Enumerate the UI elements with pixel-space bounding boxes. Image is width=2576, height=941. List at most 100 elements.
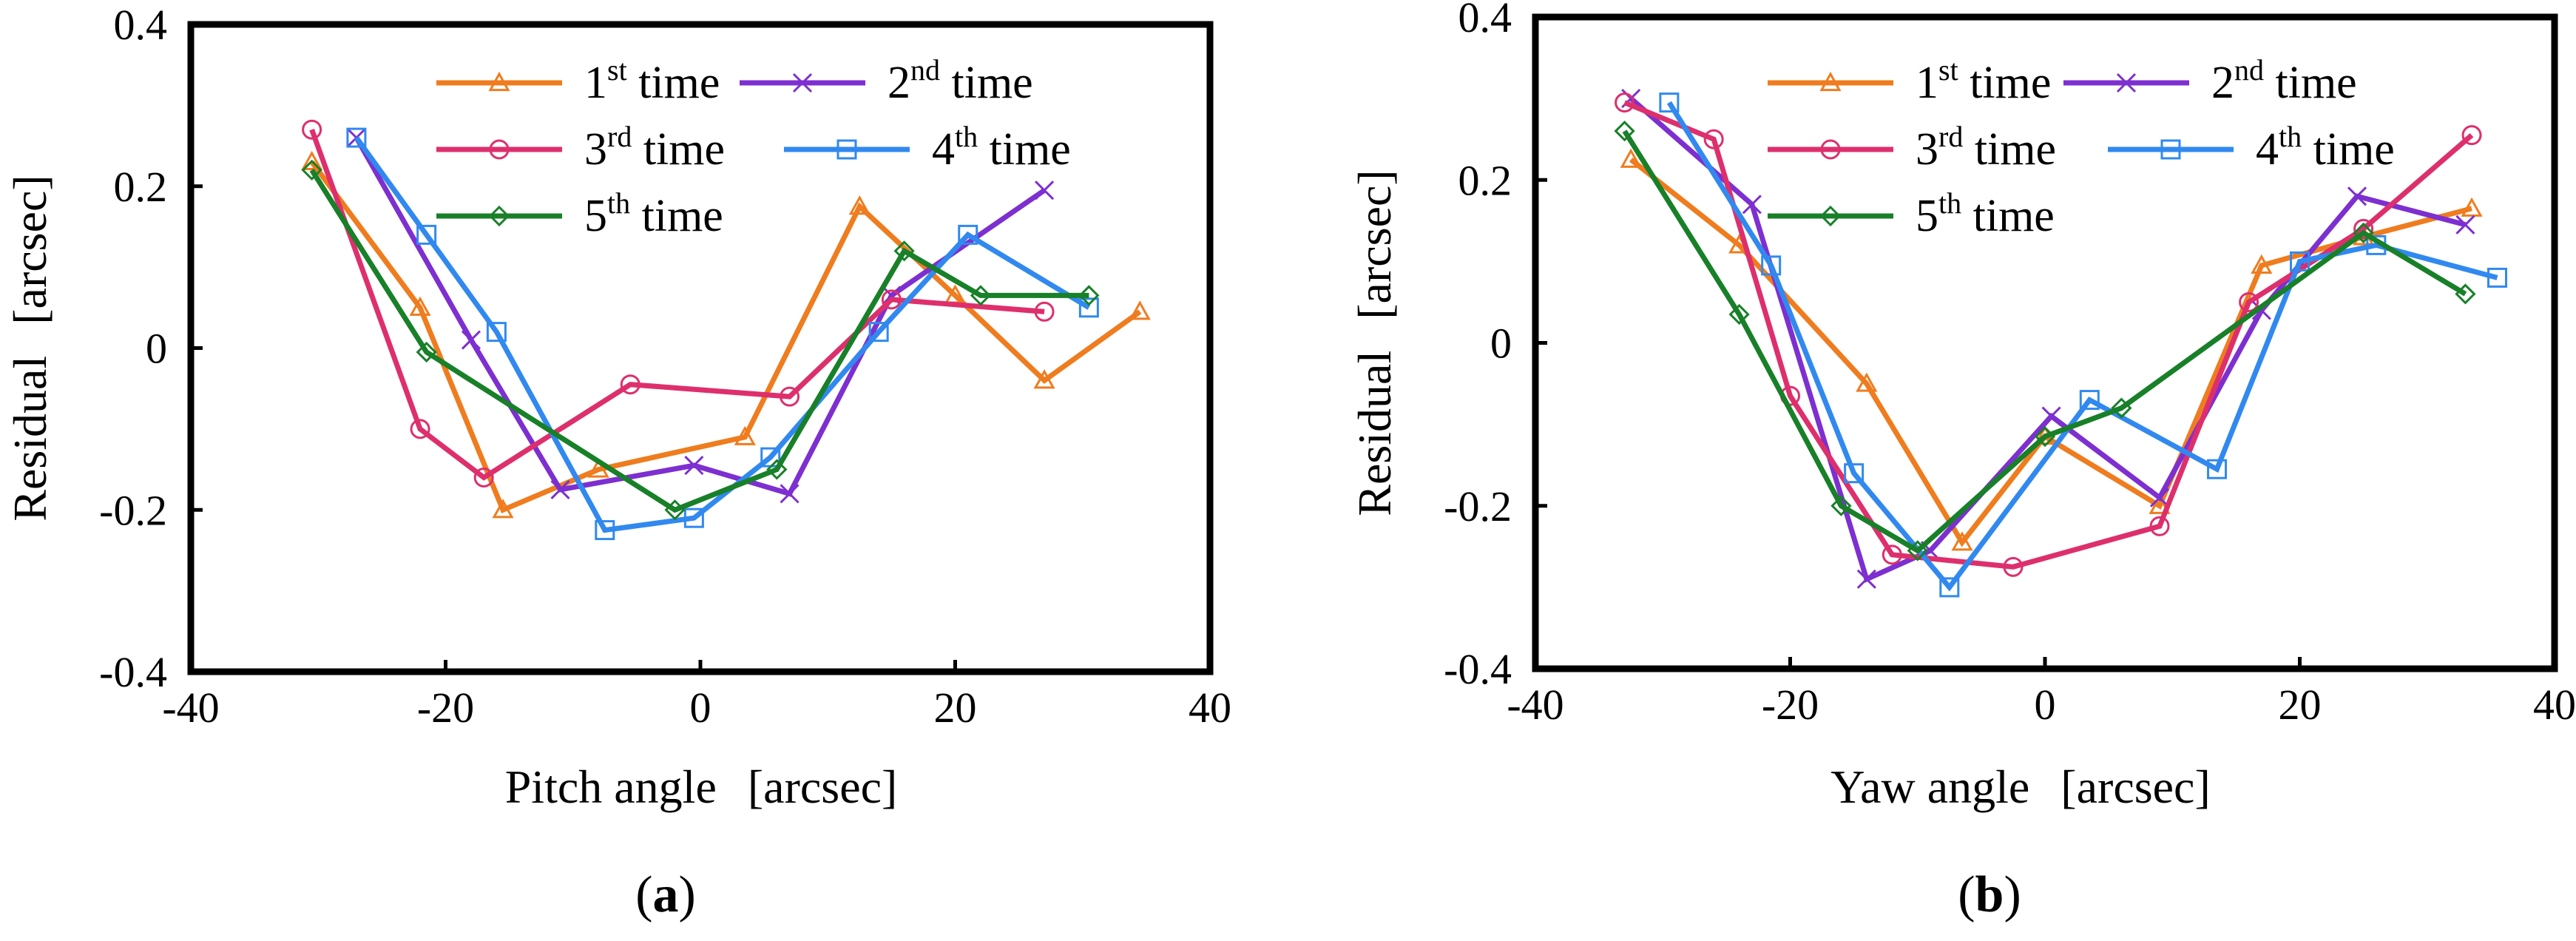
legend-entry-5: 5th time	[1768, 186, 2055, 241]
y-tick-label: -0.4	[99, 648, 167, 696]
legend-label: 4th time	[932, 120, 1071, 175]
data-point-s1-3	[1856, 372, 1878, 392]
legend-label: 5th time	[1916, 186, 2055, 241]
legend-swatch-marker	[488, 205, 510, 227]
data-point-s4-1	[346, 127, 367, 148]
x-tick-label: 20	[934, 684, 977, 732]
data-point-s2-3	[550, 479, 570, 499]
data-point-s2-7	[1035, 181, 1055, 200]
x-tick-label: 20	[2279, 681, 2322, 729]
data-point-s5-6	[2111, 397, 2132, 419]
data-point-s4-7	[2290, 251, 2310, 271]
data-point-s4-9	[2487, 267, 2507, 288]
data-point-s1-7	[2251, 254, 2273, 274]
legend-label-ordinal: 4	[2256, 124, 2279, 175]
data-point-s3-2	[1703, 129, 1724, 149]
y-tick-label: 0.4	[114, 1, 168, 49]
legend-entry-1: 1st time	[1768, 53, 2051, 108]
panel-label-close: )	[679, 866, 696, 923]
data-point-s1-6	[848, 195, 871, 215]
x-tick-label: 40	[2533, 681, 2576, 729]
x-tick-label: 0	[2035, 681, 2056, 729]
y-axis-label-unit: [arcsec]	[1348, 169, 1401, 319]
y-axis-label: Residual [arcsec]	[1348, 169, 1401, 516]
legend-label: 4th time	[2256, 120, 2395, 175]
legend-entry-3: 3rd time	[1768, 120, 2056, 175]
data-point-s3-1	[302, 119, 322, 140]
legend-label-superscript: nd	[910, 53, 940, 87]
data-point-s2-9	[2455, 215, 2475, 235]
data-point-s1-1	[301, 150, 323, 171]
series-line-1	[309, 160, 1142, 513]
data-point-s3-2	[410, 419, 430, 439]
legend-label-rest: time	[2264, 58, 2357, 108]
x-tick-label: -20	[417, 684, 474, 732]
legend-label-superscript: th	[2279, 120, 2302, 153]
legend-label-superscript: nd	[2234, 53, 2264, 87]
legend-swatch-marker	[1819, 205, 1842, 227]
legend-label-superscript: th	[607, 186, 630, 220]
data-point-s1-1	[1620, 148, 1642, 168]
legend-label-rest: time	[632, 124, 725, 175]
legend-label: 2nd time	[2211, 53, 2357, 108]
series-line-3	[309, 129, 1045, 481]
series-line-3	[1623, 100, 2474, 570]
data-point-s5-5	[2034, 426, 2056, 448]
legend-swatch-marker	[1819, 71, 1842, 92]
legend-label: 3rd time	[1916, 120, 2056, 175]
x-tick-label: -20	[1762, 681, 1819, 729]
legend-label-ordinal: 3	[1916, 124, 1938, 175]
x-axis-label-unit: [arcsec]	[748, 760, 897, 813]
data-point-s1-6	[2149, 494, 2171, 514]
legend-entry-3: 3rd time	[436, 120, 725, 175]
x-axis-label-name: Yaw angle	[1830, 760, 2029, 813]
legend-swatch-marker	[488, 71, 510, 92]
data-point-s3-7	[1034, 301, 1055, 322]
data-point-s5-4	[766, 459, 788, 480]
chart-panel-a: -40 -20 0 20 40 -0.4 -0.2 0 0.2 0.4 Pitch angle [ar…	[4, 1, 1231, 923]
legend-label-ordinal: 2	[2211, 58, 2234, 108]
data-point-s2-3	[1856, 569, 1876, 589]
data-point-s3-7	[2239, 291, 2259, 312]
legend-label-superscript: rd	[1938, 120, 1963, 153]
panel-label: (a)	[635, 866, 696, 923]
data-point-s5-5	[893, 240, 915, 262]
data-point-s5-1	[1614, 121, 1635, 142]
data-point-s5-6	[970, 285, 992, 306]
data-point-s5-2	[416, 341, 437, 363]
y-axis-label: Residual [arcsec]	[4, 175, 56, 521]
legend-label-ordinal: 5	[1916, 191, 1938, 241]
y-tick-label: 0.2	[1458, 156, 1512, 204]
legend-entry-1: 1st time	[436, 53, 720, 108]
data-point-s5-2	[1728, 303, 1750, 326]
legend-entry-2: 2nd time	[740, 53, 1033, 108]
data-point-s4-1	[1659, 92, 1680, 113]
data-point-s5-8	[2455, 283, 2476, 305]
data-point-s4-2	[416, 224, 437, 245]
data-point-s3-5	[2003, 556, 2024, 577]
y-tick-label: 0	[1490, 320, 1512, 368]
data-point-s3-5	[780, 386, 800, 407]
y-tick-label: -0.2	[99, 486, 167, 534]
legend-label-rest: time	[940, 58, 1033, 108]
legend-label: 1st time	[1916, 53, 2051, 108]
series-line-5	[1622, 129, 2467, 554]
series-line-4	[354, 136, 1091, 533]
legend-label: 2nd time	[888, 53, 1033, 108]
data-point-s5-3	[1830, 495, 1852, 516]
legend-swatch-marker	[792, 72, 813, 93]
x-axis-label: Yaw angle [arcsec]	[1830, 760, 2211, 813]
x-axis-label-name: Pitch angle	[505, 760, 717, 813]
data-point-s1-4	[1951, 531, 1973, 551]
data-point-s2-8	[2347, 186, 2367, 206]
data-point-s2-5	[780, 484, 799, 504]
x-axis-label-unit: [arcsec]	[2061, 760, 2210, 813]
data-point-s4-5	[683, 507, 704, 528]
data-point-s3-9	[2461, 125, 2482, 146]
data-point-s4-3	[1844, 463, 1865, 484]
legend-swatch-marker	[2116, 72, 2137, 93]
y-tick-label: 0.4	[1458, 0, 1512, 41]
panel-label-letter: b	[1975, 866, 2004, 923]
data-point-s1-9	[1129, 300, 1151, 320]
